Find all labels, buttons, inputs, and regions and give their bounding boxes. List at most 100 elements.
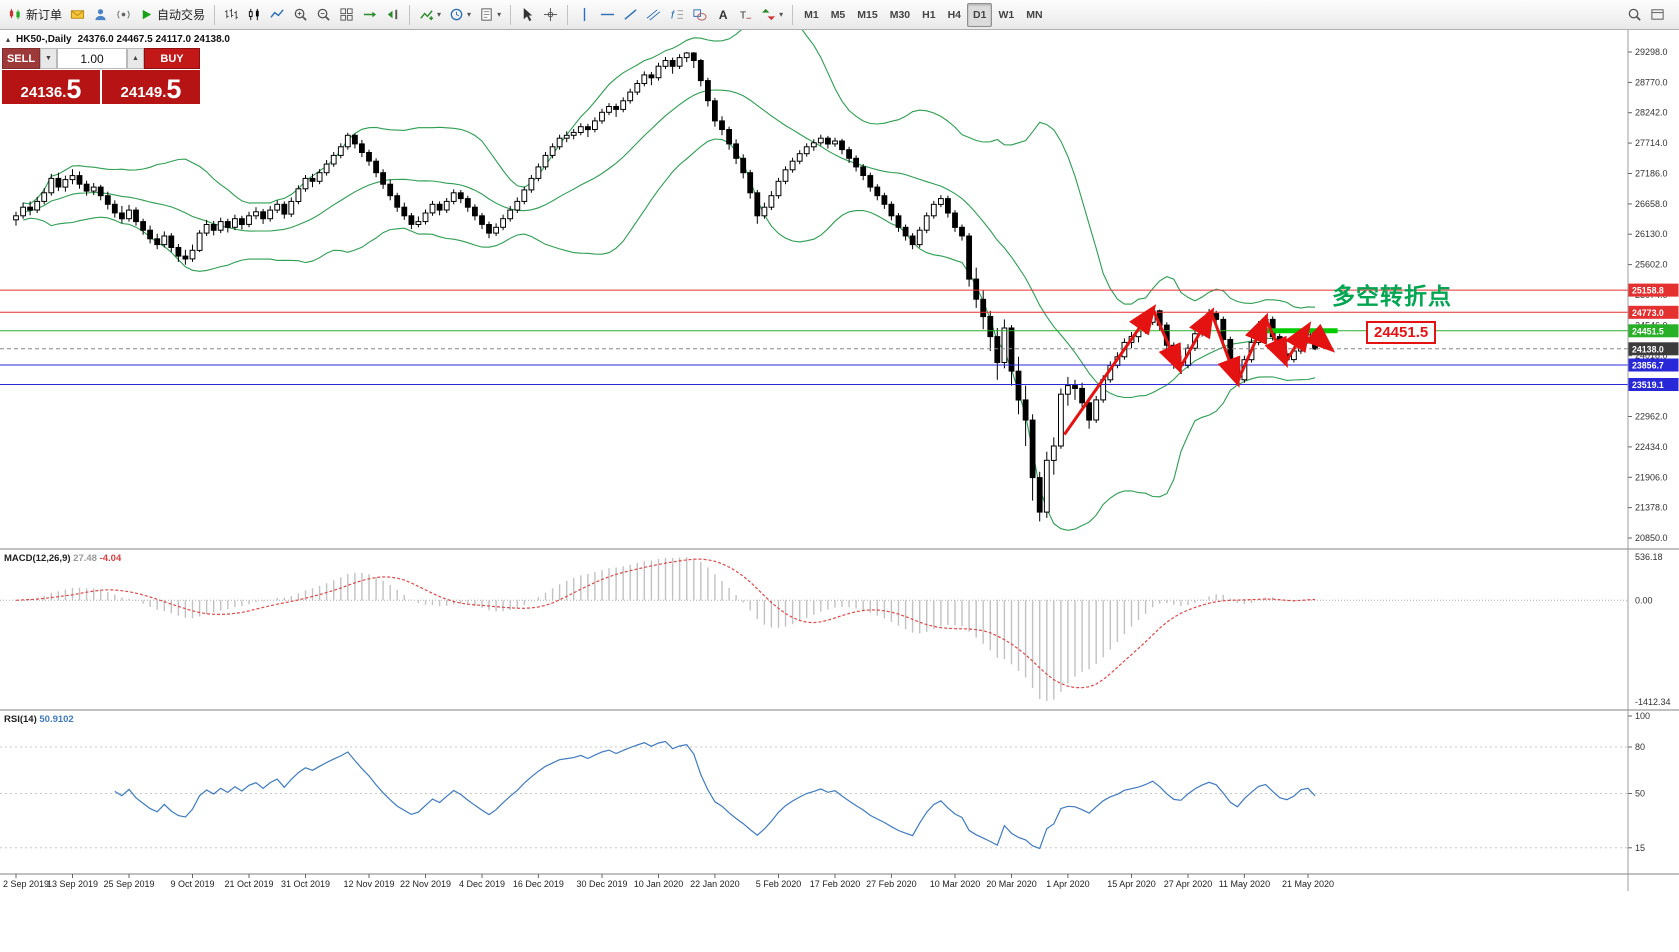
hline-icon xyxy=(600,7,615,22)
svg-text:27714.0: 27714.0 xyxy=(1635,138,1668,148)
volume-input[interactable] xyxy=(57,48,127,69)
svg-text:f: f xyxy=(671,9,676,21)
buy-button[interactable]: BUY xyxy=(144,48,200,69)
windows-button[interactable] xyxy=(1646,3,1669,27)
timeframe-button-h4[interactable]: H4 xyxy=(942,3,967,27)
svg-text:2 Sep 2019: 2 Sep 2019 xyxy=(3,879,49,889)
dropdown-caret-icon: ▾ xyxy=(467,9,472,19)
svg-text:80: 80 xyxy=(1635,742,1645,752)
rsi-label: RSI(14) 50.9102 xyxy=(4,714,74,725)
sell-price-display[interactable]: 24136. 5 xyxy=(2,70,100,104)
periods-button[interactable]: ▾ xyxy=(445,3,475,27)
buy-price-display[interactable]: 24149. 5 xyxy=(102,70,200,104)
line-chart-button[interactable] xyxy=(266,3,289,27)
svg-text:22434.0: 22434.0 xyxy=(1635,442,1668,452)
caret-down-icon: ▼ xyxy=(45,55,52,62)
cursor-button[interactable] xyxy=(516,3,539,27)
text-button[interactable]: A xyxy=(711,3,734,27)
svg-text:28242.0: 28242.0 xyxy=(1635,108,1668,118)
timeframe-button-mn[interactable]: MN xyxy=(1020,3,1048,27)
svg-text:16 Dec 2019: 16 Dec 2019 xyxy=(513,879,564,889)
svg-text:21906.0: 21906.0 xyxy=(1635,472,1668,482)
zoom-out-button[interactable] xyxy=(312,3,335,27)
shift-icon xyxy=(385,7,400,22)
dropdown-caret-icon: ▾ xyxy=(497,9,502,19)
candles-icon xyxy=(247,7,262,22)
button-label: D1 xyxy=(973,8,987,21)
timeframe-button-m30[interactable]: M30 xyxy=(884,3,916,27)
funds-button[interactable] xyxy=(66,3,89,27)
channel-button[interactable] xyxy=(642,3,665,27)
panel-toggle-icon[interactable]: ▴ xyxy=(6,35,11,44)
button-label: H1 xyxy=(922,8,936,21)
template-icon xyxy=(479,7,494,22)
volume-up-button[interactable]: ▲ xyxy=(127,48,144,69)
tline-icon xyxy=(623,7,638,22)
svg-text:22 Jan 2020: 22 Jan 2020 xyxy=(690,879,740,889)
fibonacci-button[interactable]: f xyxy=(665,3,688,27)
sell-price-main: 24136. xyxy=(20,83,67,101)
svg-text:10 Mar 2020: 10 Mar 2020 xyxy=(930,879,981,889)
svg-text:25 Sep 2019: 25 Sep 2019 xyxy=(103,879,154,889)
svg-text:0.00: 0.00 xyxy=(1635,595,1653,605)
svg-text:5 Feb 2020: 5 Feb 2020 xyxy=(756,879,802,889)
search-button[interactable] xyxy=(1623,3,1646,27)
dropdown-caret-icon: ▾ xyxy=(437,9,442,19)
macd-label: MACD(12,26,9) 27.48 -4.04 xyxy=(4,553,122,564)
chart-shift-button[interactable] xyxy=(381,3,404,27)
button-label: W1 xyxy=(998,8,1015,21)
vertical-line-button[interactable] xyxy=(573,3,596,27)
svg-text:1 Apr 2020: 1 Apr 2020 xyxy=(1046,879,1090,889)
community-icon xyxy=(116,7,131,22)
svg-text:21378.0: 21378.0 xyxy=(1635,503,1668,513)
shapes-button[interactable] xyxy=(688,3,711,27)
timeframe-button-m5[interactable]: M5 xyxy=(825,3,852,27)
svg-text:23856.7: 23856.7 xyxy=(1632,361,1664,371)
magnifier-icon xyxy=(1627,7,1642,22)
templates-button[interactable]: ▾ xyxy=(475,3,505,27)
community-button[interactable] xyxy=(112,3,135,27)
svg-text:15 Apr 2020: 15 Apr 2020 xyxy=(1107,879,1156,889)
svg-text:24018.0: 24018.0 xyxy=(1635,351,1668,361)
crosshair-icon xyxy=(543,7,558,22)
svg-text:23519.1: 23519.1 xyxy=(1632,380,1664,390)
timeframe-button-m15[interactable]: M15 xyxy=(851,3,883,27)
indicators-button[interactable]: ▾ xyxy=(415,3,445,27)
autotrading-button[interactable]: 自动交易 xyxy=(135,3,209,27)
volume-down-button[interactable]: ▼ xyxy=(40,48,57,69)
vline-icon xyxy=(577,7,592,22)
svg-text:9 Oct 2019: 9 Oct 2019 xyxy=(170,879,214,889)
new-order-button[interactable]: 新订单 xyxy=(4,3,66,27)
clock-icon xyxy=(449,7,464,22)
candlestick-chart-button[interactable] xyxy=(243,3,266,27)
zoom-in-button[interactable] xyxy=(289,3,312,27)
svg-text:27186.0: 27186.0 xyxy=(1635,169,1668,179)
bars-icon xyxy=(224,7,239,22)
svg-text:29298.0: 29298.0 xyxy=(1635,47,1668,57)
auto-scroll-button[interactable] xyxy=(358,3,381,27)
sell-button[interactable]: SELL xyxy=(2,48,40,69)
candlestick-chart[interactable]: 29298.0 28770.0 28242.0 27714.0 27186.0 26658… xyxy=(0,30,1679,952)
play-icon xyxy=(139,7,154,22)
timeframe-button-w1[interactable]: W1 xyxy=(992,3,1020,27)
horizontal-line-button[interactable] xyxy=(596,3,619,27)
autoscroll-icon xyxy=(362,7,377,22)
svg-text:24138.0: 24138.0 xyxy=(1632,344,1664,354)
button-label: M15 xyxy=(857,8,878,21)
arrows-button[interactable]: ▾ xyxy=(757,3,787,27)
zoom-out-icon xyxy=(316,7,331,22)
svg-text:20850.0: 20850.0 xyxy=(1635,533,1668,543)
bar-chart-button[interactable] xyxy=(220,3,243,27)
crosshair-button[interactable] xyxy=(539,3,562,27)
profile-button[interactable] xyxy=(89,3,112,27)
text-label-button[interactable]: T xyxy=(734,3,757,27)
button-label: M30 xyxy=(889,8,911,21)
tile-windows-button[interactable] xyxy=(335,3,358,27)
zoom-in-icon xyxy=(293,7,308,22)
indicator-icon xyxy=(419,7,434,22)
trendline-button[interactable] xyxy=(619,3,642,27)
toolbar-button-groups: 新订单 自动交易 ▾ ▾ ▾ f A T ▾ M1 M5 M15 M30 H1 H4 D1 W1 MN xyxy=(4,2,1049,27)
timeframe-button-d1[interactable]: D1 xyxy=(967,2,993,27)
timeframe-button-h1[interactable]: H1 xyxy=(916,3,941,27)
timeframe-button-m1[interactable]: M1 xyxy=(798,3,825,27)
